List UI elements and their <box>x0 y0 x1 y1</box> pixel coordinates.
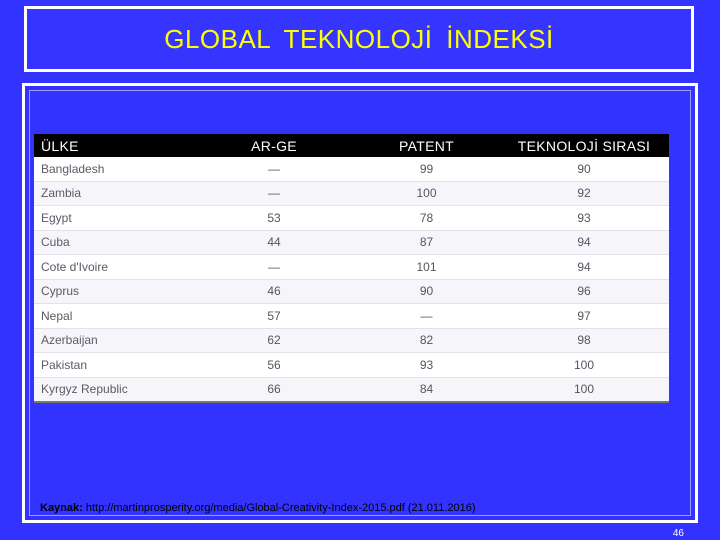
cell-rnd: 66 <box>194 377 354 403</box>
cell-country: Pakistan <box>34 352 194 378</box>
cell-patent: 93 <box>354 352 499 378</box>
table-row: Cote d'Ivoire —101 94 <box>34 254 669 280</box>
header-patent: PATENT <box>354 134 499 157</box>
cell-patent: 84 <box>354 377 499 403</box>
cell-tech-rank: 100 <box>499 352 669 378</box>
cell-tech-rank: 90 <box>499 157 669 182</box>
table-row: Cuba 44 87 94 <box>34 230 669 255</box>
slide-title: GLOBAL TEKNOLOJİ İNDEKSİ <box>164 23 554 54</box>
cell-tech-rank: 94 <box>499 254 669 280</box>
table-row: Egypt 53 78 93 <box>34 205 669 231</box>
cell-country: Cyprus <box>34 279 194 304</box>
cell-rnd: 44 <box>194 230 354 255</box>
cell-patent: 101 <box>354 254 499 280</box>
cell-patent: 90 <box>354 279 499 304</box>
table-header-row: ÜLKE AR-GE PATENT TEKNOLOJİ SIRASI <box>34 134 669 157</box>
page-number: 46 <box>672 528 684 539</box>
cell-rnd: 46 <box>194 279 354 304</box>
source-text: http://martinprosperity.org/media/Global… <box>82 502 476 514</box>
cell-country: Zambia <box>34 181 194 206</box>
source-label: Kaynak: <box>40 502 83 514</box>
content-inner-border <box>29 90 691 516</box>
cell-country: Kyrgyz Republic <box>34 377 194 403</box>
cell-country: Cuba <box>34 230 194 255</box>
cell-patent: 82 <box>354 328 499 353</box>
cell-patent: 78 <box>354 205 499 231</box>
cell-country: Egypt <box>34 205 194 231</box>
cell-rnd: — <box>194 254 354 280</box>
cell-rnd: — <box>194 157 354 182</box>
cell-tech-rank: 97 <box>499 303 669 329</box>
cell-patent: 100 <box>354 181 499 206</box>
table-row: Pakistan 56 93 100 <box>34 352 669 378</box>
table-row: Bangladesh —99 90 <box>34 157 669 182</box>
cell-country: Azerbaijan <box>34 328 194 353</box>
table-row: Azerbaijan 62 82 98 <box>34 328 669 353</box>
table-row: Cyprus 46 90 96 <box>34 279 669 304</box>
cell-patent: — <box>354 303 499 329</box>
cell-country: Cote d'Ivoire <box>34 254 194 280</box>
table-row: Nepal 57—97 <box>34 303 669 329</box>
title-box: GLOBAL TEKNOLOJİ İNDEKSİ <box>24 6 694 72</box>
cell-patent: 87 <box>354 230 499 255</box>
technology-index-table: ÜLKE AR-GE PATENT TEKNOLOJİ SIRASI Bangl… <box>34 134 669 403</box>
cell-country: Bangladesh <box>34 157 194 182</box>
cell-tech-rank: 94 <box>499 230 669 255</box>
header-rnd: AR-GE <box>194 134 354 157</box>
cell-rnd: 56 <box>194 352 354 378</box>
source-citation: Kaynak: http://martinprosperity.org/medi… <box>40 502 476 514</box>
cell-tech-rank: 93 <box>499 205 669 231</box>
cell-rnd: — <box>194 181 354 206</box>
cell-country: Nepal <box>34 303 194 329</box>
table-row: Kyrgyz Republic 66 84 100 <box>34 377 669 403</box>
header-tech-rank: TEKNOLOJİ SIRASI <box>499 134 669 157</box>
header-country: ÜLKE <box>34 134 194 157</box>
cell-tech-rank: 92 <box>499 181 669 206</box>
table-row: Zambia —100 92 <box>34 181 669 206</box>
cell-patent: 99 <box>354 157 499 182</box>
cell-rnd: 62 <box>194 328 354 353</box>
cell-rnd: 53 <box>194 205 354 231</box>
cell-tech-rank: 100 <box>499 377 669 403</box>
cell-tech-rank: 96 <box>499 279 669 304</box>
cell-tech-rank: 98 <box>499 328 669 353</box>
cell-rnd: 57 <box>194 303 354 329</box>
